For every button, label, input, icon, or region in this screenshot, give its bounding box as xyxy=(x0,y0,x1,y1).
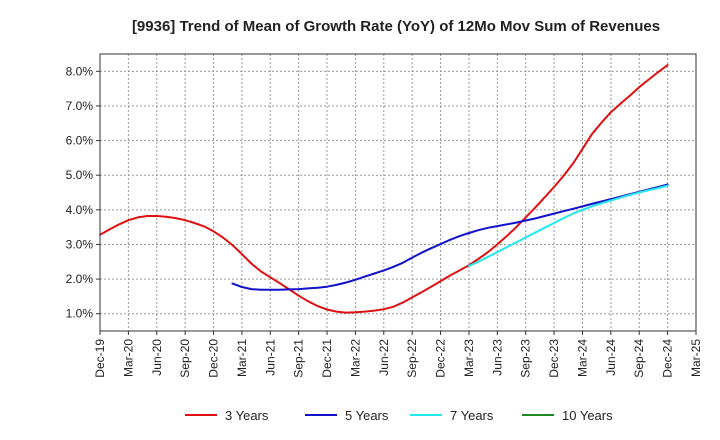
x-tick-label: Dec-22 xyxy=(434,339,448,378)
legend-label-3-years: 3 Years xyxy=(225,408,269,423)
y-tick-label: 7.0% xyxy=(66,99,94,113)
series-line-3-years xyxy=(99,64,669,314)
series-line-7-years xyxy=(468,184,669,267)
x-tick-label: Mar-20 xyxy=(121,339,135,377)
y-tick-label: 6.0% xyxy=(66,134,94,148)
x-tick-label: Mar-23 xyxy=(462,339,476,377)
legend-label-10-years: 10 Years xyxy=(562,408,613,423)
x-tick-label: Jun-21 xyxy=(263,339,277,376)
plot-border xyxy=(99,53,697,332)
y-tick-label: 8.0% xyxy=(66,64,94,78)
x-tick-label: Sep-20 xyxy=(178,339,192,378)
x-tick-label: Jun-20 xyxy=(150,339,164,376)
x-tick-label: Sep-22 xyxy=(405,339,419,378)
x-tick-label: Dec-21 xyxy=(320,339,334,378)
legend: 3 Years 5 Years 7 Years 10 Years xyxy=(185,408,613,423)
y-tick-label: 2.0% xyxy=(66,272,94,286)
x-tick-label: Mar-22 xyxy=(348,339,362,377)
series-line-5-years xyxy=(231,183,669,291)
x-tick-label: Dec-23 xyxy=(547,339,561,378)
x-tick-label: Dec-24 xyxy=(661,339,675,378)
x-tick-label: Sep-23 xyxy=(519,339,533,378)
x-tick-label: Mar-24 xyxy=(575,339,589,377)
y-axis: 1.0% 2.0% 3.0% 4.0% 5.0% 6.0% 7.0% 8.0% xyxy=(66,64,100,321)
x-tick-label: Dec-19 xyxy=(93,339,107,378)
y-tick-label: 4.0% xyxy=(66,203,94,217)
legend-label-5-years: 5 Years xyxy=(345,408,389,423)
x-tick-label: Sep-21 xyxy=(292,339,306,378)
x-tick-label: Mar-25 xyxy=(689,339,703,377)
chart-title: [9936] Trend of Mean of Growth Rate (YoY… xyxy=(132,18,660,35)
legend-label-7-years: 7 Years xyxy=(450,408,494,423)
x-axis: Dec-19 Mar-20 Jun-20 Sep-20 Dec-20 Mar-21 Jun-… xyxy=(93,331,703,378)
x-tick-label: Jun-23 xyxy=(490,339,504,376)
x-tick-label: Dec-20 xyxy=(207,339,221,378)
x-tick-label: Sep-24 xyxy=(632,339,646,378)
y-tick-label: 5.0% xyxy=(66,168,94,182)
x-tick-label: Mar-21 xyxy=(235,339,249,377)
y-tick-label: 1.0% xyxy=(66,307,94,321)
series-group xyxy=(99,64,669,314)
y-tick-label: 3.0% xyxy=(66,237,94,251)
plot-area xyxy=(100,54,696,331)
x-tick-label: Jun-24 xyxy=(604,339,618,376)
grid xyxy=(99,54,697,331)
x-tick-label: Jun-22 xyxy=(377,339,391,376)
